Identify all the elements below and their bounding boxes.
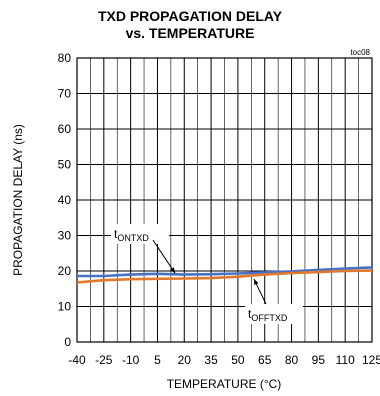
y-tick-label: 30 [58, 229, 72, 243]
x-tick-label: 35 [204, 353, 218, 367]
series-label-tofftxd: tOFFTXD [248, 307, 288, 323]
y-axis-label: PROPAGATION DELAY (ns) [11, 124, 25, 276]
chart-subtitle: vs. TEMPERATURE [125, 25, 255, 41]
plot-frame [76, 57, 373, 343]
x-tick-label: 110 [336, 353, 355, 367]
x-tick-label: 50 [231, 353, 245, 367]
series-labels: tONTXD tOFFTXD [111, 224, 303, 324]
series-lines [76, 266, 373, 284]
series-line-tofftxd [76, 269, 373, 284]
y-tick-label: 50 [58, 158, 72, 172]
y-tick-label: 40 [58, 193, 72, 207]
y-tick-label: 20 [58, 264, 72, 278]
y-tick-label: 0 [64, 335, 71, 349]
x-tick-label: 65 [258, 353, 272, 367]
grid [76, 57, 373, 343]
figure-code: toc08 [350, 48, 370, 57]
series-label-tontxd: tONTXD [114, 227, 149, 243]
y-tick-label: 70 [58, 87, 72, 101]
y-tick-label: 80 [58, 51, 72, 65]
x-tick-label: -10 [122, 353, 140, 367]
x-tick-label: -25 [95, 353, 113, 367]
y-tick-label: 10 [58, 300, 72, 314]
series-label-tontxd-arrow [152, 239, 176, 274]
series-label-tofftxd-arrowhead [254, 279, 259, 286]
y-tick-label: 60 [58, 122, 72, 136]
x-tick-label: 80 [285, 353, 299, 367]
x-axis-label: TEMPERATURE (°C) [167, 377, 282, 391]
series-label-tontxd-bg [111, 224, 169, 244]
x-tick-label: 20 [178, 353, 192, 367]
x-tick-label: 125 [362, 353, 380, 367]
series-label-tontxd-arrowhead [169, 267, 175, 274]
y-tick-labels: 0 10 20 30 40 50 60 70 80 [58, 51, 72, 349]
x-tick-labels: -40 -25 -10 5 20 35 50 65 80 95 110 125 [68, 353, 380, 367]
x-tick-label: -40 [68, 353, 86, 367]
series-line-tontxd [77, 266, 373, 278]
chart-title: TXD PROPAGATION DELAY [97, 8, 283, 24]
series-label-tofftxd-bg [245, 304, 303, 324]
x-tick-label: 95 [312, 353, 326, 367]
x-tick-label: 5 [154, 353, 161, 367]
